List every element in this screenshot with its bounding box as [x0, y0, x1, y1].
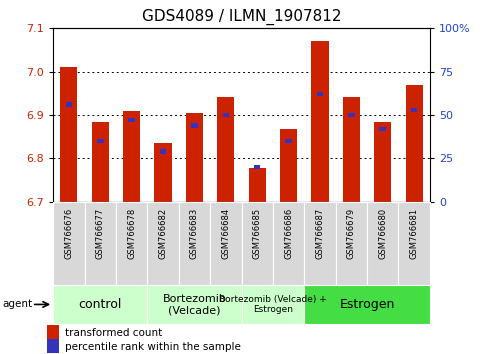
Text: GSM766678: GSM766678: [127, 207, 136, 259]
Bar: [254, 165, 260, 169]
Text: GSM766679: GSM766679: [347, 207, 356, 259]
Text: GSM766684: GSM766684: [221, 207, 230, 259]
Bar: [343, 97, 360, 202]
Text: percentile rank within the sample: percentile rank within the sample: [65, 342, 241, 352]
Bar: [374, 121, 391, 202]
Bar: [155, 143, 171, 202]
Bar: [348, 113, 355, 117]
Text: transformed count: transformed count: [65, 328, 162, 338]
Text: GSM766686: GSM766686: [284, 207, 293, 259]
Text: GSM766680: GSM766680: [378, 207, 387, 259]
Bar: [304, 202, 336, 285]
Bar: [304, 285, 430, 324]
Text: GSM766685: GSM766685: [253, 207, 262, 259]
Bar: [317, 92, 323, 96]
Bar: [367, 202, 398, 285]
Bar: [411, 108, 417, 112]
Text: Bortezomib (Velcade) +
Estrogen: Bortezomib (Velcade) + Estrogen: [219, 295, 327, 314]
Text: GSM766687: GSM766687: [315, 207, 325, 259]
Bar: [406, 85, 423, 202]
Bar: [92, 121, 109, 202]
Bar: [116, 202, 147, 285]
Bar: [398, 202, 430, 285]
Bar: [66, 102, 72, 107]
Text: GSM766683: GSM766683: [190, 207, 199, 259]
Bar: [223, 113, 229, 117]
Bar: [380, 127, 386, 131]
Bar: [147, 202, 179, 285]
Text: Bortezomib
(Velcade): Bortezomib (Velcade): [162, 293, 227, 315]
Bar: [273, 202, 304, 285]
Bar: [210, 202, 242, 285]
Bar: [97, 139, 103, 143]
Bar: [179, 202, 210, 285]
Bar: [60, 67, 77, 202]
Text: GSM766682: GSM766682: [158, 207, 168, 259]
Text: GDS4089 / ILMN_1907812: GDS4089 / ILMN_1907812: [142, 9, 341, 25]
Bar: [242, 202, 273, 285]
Bar: [128, 118, 135, 122]
Text: GSM766681: GSM766681: [410, 207, 419, 259]
Text: agent: agent: [2, 299, 32, 309]
Text: Estrogen: Estrogen: [340, 298, 395, 311]
Text: GSM766676: GSM766676: [64, 207, 73, 259]
Bar: [312, 41, 328, 202]
Bar: [85, 202, 116, 285]
Bar: [249, 168, 266, 202]
Bar: [160, 149, 166, 154]
Bar: [147, 285, 242, 324]
Bar: [53, 202, 85, 285]
Bar: [47, 339, 59, 354]
Text: control: control: [79, 298, 122, 311]
Bar: [186, 113, 203, 202]
Bar: [123, 111, 140, 202]
Text: GSM766677: GSM766677: [96, 207, 105, 259]
Bar: [191, 123, 198, 128]
Bar: [53, 285, 147, 324]
Bar: [242, 285, 304, 324]
Bar: [336, 202, 367, 285]
Bar: [47, 325, 59, 341]
Bar: [285, 139, 292, 143]
Bar: [217, 97, 234, 202]
Bar: [280, 129, 297, 202]
